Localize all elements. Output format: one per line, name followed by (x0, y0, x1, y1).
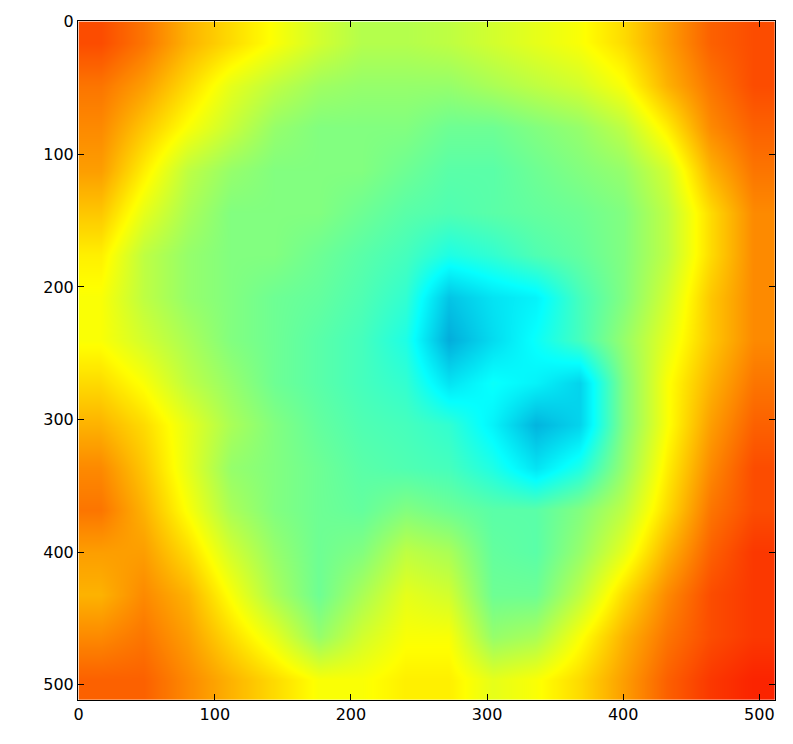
svg-text:400: 400 (43, 543, 74, 562)
svg-text:500: 500 (744, 705, 775, 724)
svg-text:0: 0 (74, 705, 84, 724)
svg-text:0: 0 (64, 12, 74, 31)
svg-text:400: 400 (608, 705, 639, 724)
svg-text:200: 200 (336, 705, 367, 724)
svg-text:300: 300 (472, 705, 503, 724)
svg-text:500: 500 (43, 675, 74, 694)
svg-text:300: 300 (43, 410, 74, 429)
svg-text:200: 200 (43, 278, 74, 297)
svg-text:100: 100 (200, 705, 231, 724)
svg-text:100: 100 (43, 145, 74, 164)
